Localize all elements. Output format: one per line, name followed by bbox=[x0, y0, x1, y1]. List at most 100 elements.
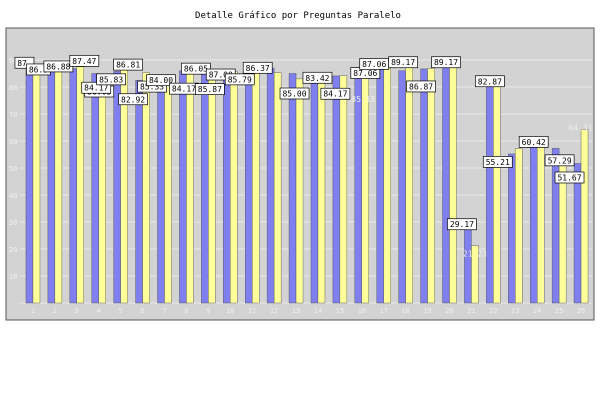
x-tick-label: 16 bbox=[358, 307, 366, 315]
data-label-text: 84.17 bbox=[84, 84, 108, 93]
x-tick-label: 13 bbox=[292, 307, 300, 315]
data-label-box bbox=[194, 83, 225, 96]
data-label-text: 89.17 bbox=[391, 58, 415, 67]
data-label: 85.00 bbox=[279, 87, 310, 100]
bar-series-2 bbox=[339, 75, 348, 304]
data-label-text: 60.42 bbox=[522, 138, 546, 147]
data-label-text: 85.87 bbox=[198, 85, 222, 94]
data-label-text: 51.67 bbox=[557, 173, 581, 182]
data-label-text: 86.87 bbox=[409, 82, 433, 91]
data-label-box bbox=[242, 61, 273, 74]
bar-series-1 bbox=[442, 62, 450, 304]
data-label-text: 29.17 bbox=[450, 220, 474, 229]
y-tick-label: 80 bbox=[9, 84, 17, 92]
bar-series-2 bbox=[273, 72, 282, 304]
data-label-text: 84.17 bbox=[323, 90, 347, 99]
data-label: 85.83 bbox=[96, 73, 127, 86]
data-label: 64.31 bbox=[568, 123, 592, 132]
bar-series-1 bbox=[551, 148, 560, 304]
data-label-text: 87.06 bbox=[362, 60, 386, 69]
bar-series-1 bbox=[464, 224, 472, 304]
y-tick-label: 30 bbox=[9, 219, 17, 227]
data-label-text: 83.42 bbox=[305, 74, 329, 83]
data-label-box bbox=[81, 81, 112, 94]
data-label: 87. bbox=[14, 56, 35, 69]
x-tick-label: 24 bbox=[533, 307, 541, 315]
bar-series-1 bbox=[157, 75, 165, 304]
bar-series-1 bbox=[135, 80, 143, 304]
x-tick-label: 8 bbox=[184, 307, 188, 315]
x-tick-label: 6 bbox=[140, 307, 144, 315]
bar-series-1 bbox=[47, 63, 56, 304]
data-label: 86.81 bbox=[113, 58, 144, 71]
bar-series-1 bbox=[573, 163, 582, 304]
data-label-box bbox=[279, 87, 310, 100]
bar-series-1 bbox=[508, 153, 516, 304]
bar-series-2 bbox=[427, 68, 435, 304]
data-label-text: 85.79 bbox=[228, 75, 252, 84]
y-tick-label: 10 bbox=[9, 273, 17, 281]
data-label-text: 86.05 bbox=[184, 65, 208, 74]
data-label-box bbox=[482, 156, 513, 168]
x-tick-label: 9 bbox=[206, 307, 210, 315]
data-label-text: 86.88 bbox=[46, 62, 70, 71]
x-tick-label: 21 bbox=[467, 307, 475, 315]
x-tick-label: 22 bbox=[489, 307, 497, 315]
y-axis-ticks: 10 20 30 40 50 60 70 80 90 bbox=[9, 57, 17, 281]
y-tick-label: 20 bbox=[9, 246, 17, 254]
data-label-text: 85.18 bbox=[351, 95, 375, 104]
y-tick-label: 40 bbox=[9, 192, 17, 200]
data-label: 57.29 bbox=[544, 154, 575, 167]
data-label-text: 87.47 bbox=[72, 57, 96, 66]
bar-series-2 bbox=[449, 65, 457, 304]
bar-series-1 bbox=[69, 68, 78, 304]
data-label-text: 85.00 bbox=[282, 90, 306, 99]
x-tick-label: 11 bbox=[248, 307, 256, 315]
bar-series-1 bbox=[398, 70, 406, 304]
data-label-box bbox=[146, 74, 176, 87]
data-label-text: 85.83 bbox=[99, 75, 123, 84]
data-label-text: 85.33 bbox=[140, 83, 164, 92]
x-tick-label: 25 bbox=[555, 307, 563, 315]
x-tick-label: 20 bbox=[445, 307, 453, 315]
x-tick-label: 2 bbox=[53, 307, 57, 315]
y-tick-label: 50 bbox=[9, 165, 17, 173]
data-label-text: 55.21 bbox=[486, 158, 510, 167]
bar-series-2 bbox=[317, 77, 326, 304]
data-label-text: 82.87 bbox=[478, 77, 502, 86]
bar-series-1 bbox=[288, 73, 297, 304]
x-tick-label: 1 bbox=[31, 307, 35, 315]
x-axis-ticks: 1 2 3 4 5 6 7 8 9 10 11 12 13 14 15 16 17 18 19 20 21 22 23 24 2… bbox=[31, 307, 585, 315]
x-tick-label: 14 bbox=[314, 307, 322, 315]
data-label-box bbox=[431, 56, 461, 69]
data-label: 89.17 bbox=[431, 56, 461, 69]
bar-series-1 bbox=[420, 68, 428, 304]
data-label-text: 82.92 bbox=[121, 95, 145, 104]
data-label-box bbox=[302, 71, 333, 84]
bar-series-2 bbox=[536, 141, 545, 304]
bar-series-2 bbox=[54, 68, 63, 304]
data-label-text: 86.37 bbox=[246, 64, 270, 73]
data-label: 82.87 bbox=[474, 75, 505, 88]
bar-series-2 bbox=[515, 148, 523, 304]
bar-series-2 bbox=[98, 75, 106, 304]
bar-series-2 bbox=[142, 72, 150, 304]
bar-series-1 bbox=[376, 65, 384, 304]
bar-series-1 bbox=[91, 73, 99, 304]
data-labels: 87.86.586.8887.4786.6584.1785.8386.8182.… bbox=[14, 54, 593, 259]
x-tick-label: 17 bbox=[380, 307, 388, 315]
bar-series-1 bbox=[244, 69, 253, 304]
data-label-box bbox=[406, 80, 436, 93]
data-label: 87.06 bbox=[359, 58, 390, 70]
bar-series-2 bbox=[361, 72, 370, 304]
data-label: 87.47 bbox=[69, 54, 100, 67]
data-label: 29.17 bbox=[447, 218, 477, 231]
data-label: 55.21 bbox=[482, 156, 513, 168]
y-tick-label: 60 bbox=[9, 138, 17, 146]
data-label: 86.87 bbox=[406, 80, 436, 93]
bar-series-1 bbox=[179, 70, 187, 304]
bar-series-2 bbox=[493, 75, 501, 304]
data-label: 84.17 bbox=[320, 87, 351, 100]
bar-series-2 bbox=[76, 66, 85, 304]
